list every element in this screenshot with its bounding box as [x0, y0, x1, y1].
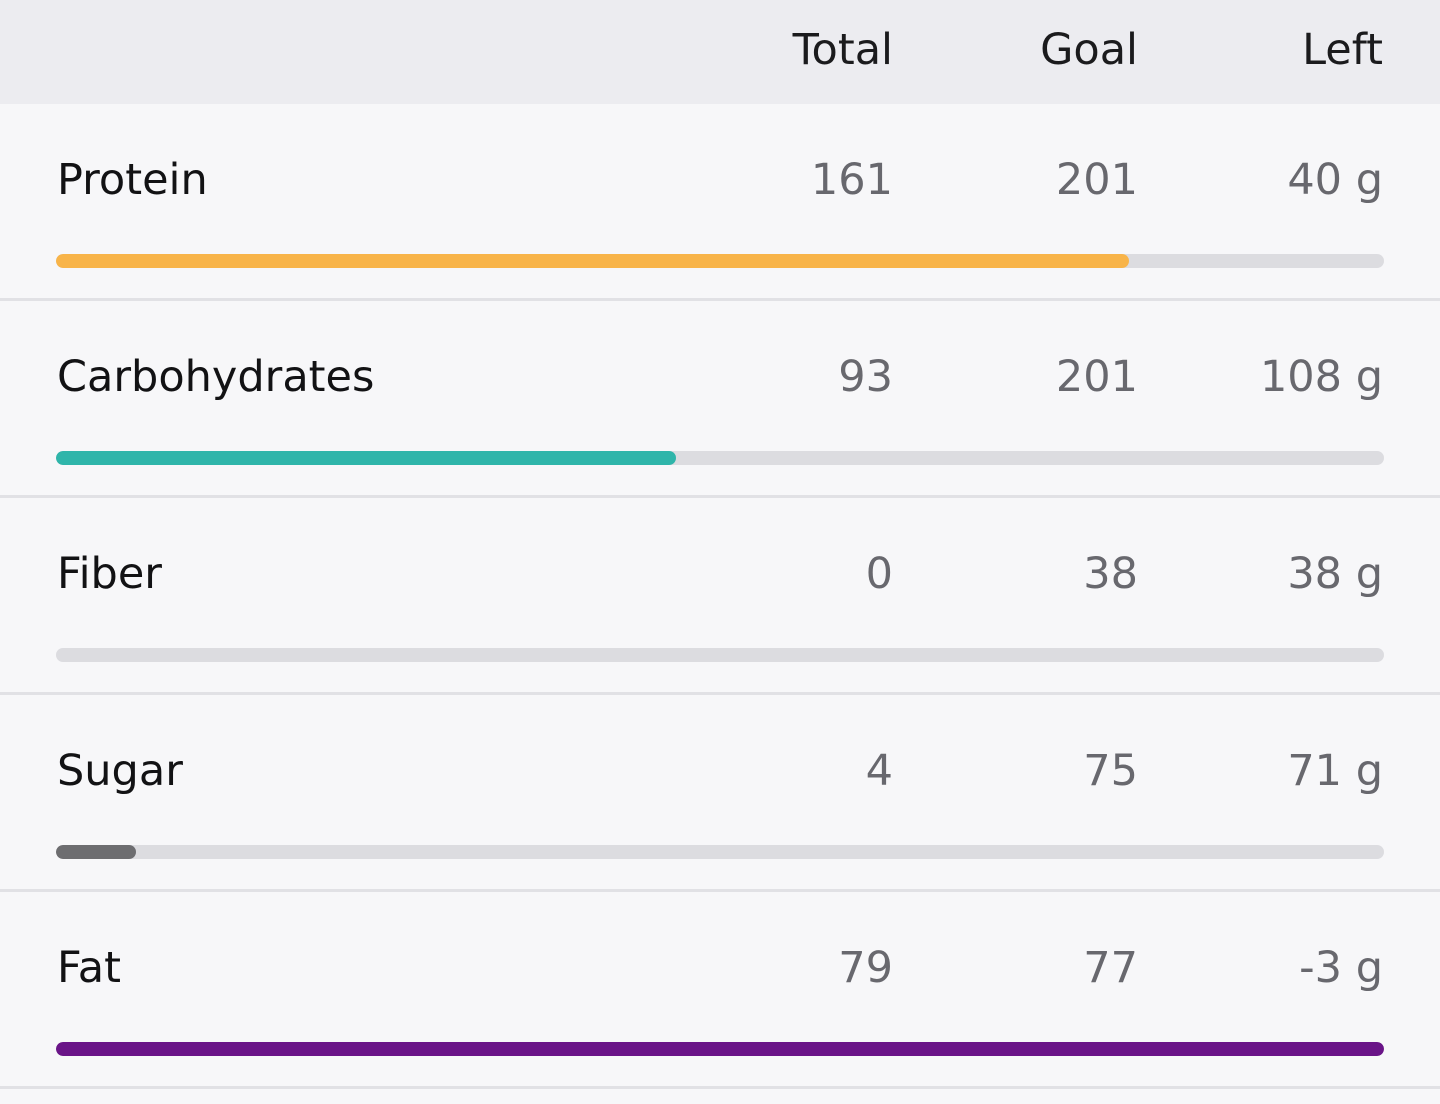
progress-fill [56, 451, 677, 465]
nutrient-row-fiber: Fiber 0 38 38 g [0, 498, 1440, 695]
nutrient-total: 4 [865, 746, 893, 796]
progress-track [56, 451, 1384, 465]
nutrient-name: Fat [57, 943, 121, 993]
nutrient-goal: 201 [1055, 352, 1138, 402]
nutrient-total: 0 [865, 549, 893, 599]
nutrient-row-sugar: Sugar 4 75 71 g [0, 695, 1440, 892]
progress-fill [56, 254, 1130, 268]
nutrient-goal: 201 [1055, 155, 1138, 205]
progress-fill [56, 845, 136, 859]
nutrient-name: Sugar [57, 746, 183, 796]
nutrient-total: 161 [810, 155, 893, 205]
nutrient-left: 71 g [1287, 746, 1383, 796]
nutrient-goal: 77 [1083, 943, 1138, 993]
nutrient-left: -3 g [1299, 943, 1383, 993]
progress-track [56, 1042, 1384, 1056]
progress-track [56, 254, 1384, 268]
nutrient-total: 79 [838, 943, 893, 993]
nutrient-name: Carbohydrates [57, 352, 375, 402]
header-total: Total [792, 25, 893, 75]
nutrient-row-protein: Protein 161 201 40 g [0, 104, 1440, 301]
nutrient-left: 40 g [1287, 155, 1383, 205]
nutrient-goal: 38 [1083, 549, 1138, 599]
nutrient-goal: 75 [1083, 746, 1138, 796]
nutrient-row-fat: Fat 79 77 -3 g [0, 892, 1440, 1089]
header-goal: Goal [1040, 25, 1138, 75]
nutrient-left: 108 g [1259, 352, 1383, 402]
nutrient-name: Protein [57, 155, 208, 205]
nutrient-total: 93 [838, 352, 893, 402]
progress-fill [56, 1042, 1384, 1056]
progress-track [56, 648, 1384, 662]
table-header: Total Goal Left [0, 0, 1440, 104]
nutrient-name: Fiber [57, 549, 162, 599]
header-left: Left [1302, 25, 1383, 75]
nutrient-row-carbohydrates: Carbohydrates 93 201 108 g [0, 301, 1440, 498]
progress-track [56, 845, 1384, 859]
nutrient-list: Protein 161 201 40 g Carbohydrates 93 20… [0, 104, 1440, 1089]
nutrient-left: 38 g [1287, 549, 1383, 599]
